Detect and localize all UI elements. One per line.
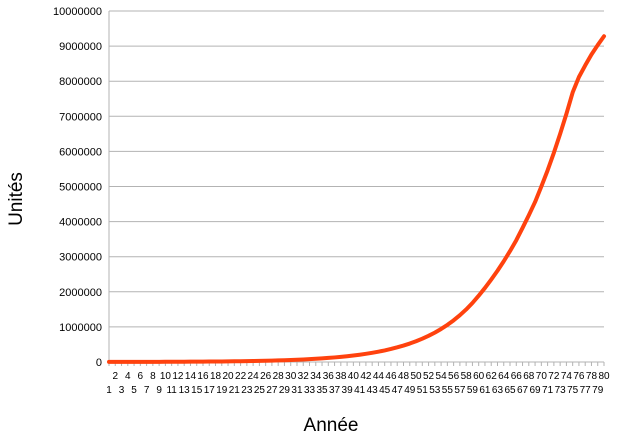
x-tick-label: 31 bbox=[291, 385, 303, 396]
x-tick-label: 17 bbox=[204, 385, 216, 396]
x-tick-label: 42 bbox=[360, 371, 372, 382]
y-tick-label: 10000000 bbox=[53, 6, 102, 18]
x-tick-label: 64 bbox=[498, 371, 510, 382]
x-tick-label: 40 bbox=[348, 371, 360, 382]
x-tick-label: 39 bbox=[342, 385, 354, 396]
x-tick-label: 71 bbox=[542, 385, 554, 396]
x-tick-label: 41 bbox=[354, 385, 366, 396]
x-tick-label: 78 bbox=[586, 371, 598, 382]
x-tick-label: 6 bbox=[138, 371, 144, 382]
x-tick-label: 4 bbox=[125, 371, 131, 382]
x-tick-label: 5 bbox=[131, 385, 137, 396]
x-tick-label: 44 bbox=[373, 371, 385, 382]
x-tick-label: 75 bbox=[567, 385, 579, 396]
x-tick-label: 67 bbox=[517, 385, 529, 396]
x-tick-label: 66 bbox=[511, 371, 523, 382]
x-tick-label: 79 bbox=[592, 385, 604, 396]
x-tick-label: 2 bbox=[112, 371, 118, 382]
x-tick-label: 16 bbox=[197, 371, 209, 382]
x-tick-label: 50 bbox=[410, 371, 422, 382]
x-tick-label: 54 bbox=[436, 371, 448, 382]
x-tick-label: 37 bbox=[329, 385, 341, 396]
x-tick-label: 25 bbox=[254, 385, 266, 396]
x-tick-label: 58 bbox=[461, 371, 473, 382]
x-tick-label: 30 bbox=[285, 371, 297, 382]
x-tick-label: 12 bbox=[172, 371, 184, 382]
x-tick-label: 9 bbox=[156, 385, 162, 396]
x-tick-label: 11 bbox=[166, 385, 177, 396]
x-tick-label: 62 bbox=[486, 371, 498, 382]
x-tick-label: 13 bbox=[179, 385, 191, 396]
series-line bbox=[107, 34, 606, 364]
x-tick-label: 73 bbox=[555, 385, 567, 396]
x-tick-label: 43 bbox=[367, 385, 379, 396]
x-tick-label: 56 bbox=[448, 371, 460, 382]
x-tick-label: 38 bbox=[335, 371, 347, 382]
x-tick-label: 47 bbox=[392, 385, 404, 396]
y-tick-label: 3000000 bbox=[59, 252, 102, 264]
x-tick-label: 24 bbox=[248, 371, 260, 382]
x-tick-label: 60 bbox=[473, 371, 485, 382]
x-tick-label: 15 bbox=[191, 385, 203, 396]
y-tick-label: 6000000 bbox=[59, 146, 102, 158]
y-tick-label: 4000000 bbox=[59, 217, 102, 229]
x-tick-labels: 1234567891011121314151617181920212223242… bbox=[106, 371, 610, 396]
x-tick-label: 51 bbox=[417, 385, 429, 396]
x-tick-label: 28 bbox=[273, 371, 285, 382]
x-tick-label: 22 bbox=[235, 371, 247, 382]
x-tick-label: 77 bbox=[580, 385, 592, 396]
x-tick-label: 29 bbox=[279, 385, 291, 396]
x-tick-label: 57 bbox=[454, 385, 466, 396]
y-tick-label: 0 bbox=[96, 357, 102, 369]
y-tick-label: 2000000 bbox=[59, 287, 102, 299]
x-tick-label: 20 bbox=[222, 371, 234, 382]
x-tick-label: 1 bbox=[106, 385, 112, 396]
x-tick-label: 49 bbox=[404, 385, 416, 396]
x-tick-label: 63 bbox=[492, 385, 504, 396]
x-tick-label: 48 bbox=[398, 371, 410, 382]
x-tick-label: 65 bbox=[504, 385, 516, 396]
x-tick-label: 10 bbox=[160, 371, 172, 382]
x-tick-label: 74 bbox=[561, 371, 573, 382]
x-axis-title: Année bbox=[304, 415, 359, 436]
gridlines bbox=[108, 10, 605, 366]
x-tick-label: 23 bbox=[241, 385, 253, 396]
y-axis-title: Unités bbox=[6, 172, 27, 226]
x-tick-label: 27 bbox=[266, 385, 278, 396]
series-group bbox=[107, 34, 606, 364]
x-tick-label: 59 bbox=[467, 385, 479, 396]
x-tick-label: 61 bbox=[479, 385, 491, 396]
x-tick-label: 33 bbox=[304, 385, 316, 396]
x-tick-label: 69 bbox=[530, 385, 542, 396]
x-tick-label: 68 bbox=[523, 371, 535, 382]
x-tick-label: 35 bbox=[316, 385, 328, 396]
y-tick-label: 5000000 bbox=[59, 182, 102, 194]
x-tick-label: 52 bbox=[423, 371, 435, 382]
x-tick-label: 34 bbox=[310, 371, 322, 382]
y-tick-label: 9000000 bbox=[59, 41, 102, 53]
x-tick-label: 19 bbox=[216, 385, 228, 396]
x-tick-label: 21 bbox=[229, 385, 241, 396]
x-tick-label: 72 bbox=[548, 371, 560, 382]
x-tick-label: 26 bbox=[260, 371, 272, 382]
x-tick-label: 14 bbox=[185, 371, 197, 382]
y-tick-labels: 0 1000000 2000000 3000000 4000000 5000000 6000… bbox=[53, 6, 102, 369]
x-tick-label: 18 bbox=[210, 371, 222, 382]
x-tick-label: 32 bbox=[298, 371, 310, 382]
x-tick-label: 76 bbox=[573, 371, 585, 382]
x-tick-label: 70 bbox=[536, 371, 548, 382]
x-tick-label: 80 bbox=[598, 371, 610, 382]
x-tick-label: 53 bbox=[429, 385, 441, 396]
x-tick-label: 45 bbox=[379, 385, 391, 396]
x-tick-label: 55 bbox=[442, 385, 454, 396]
y-tick-label: 1000000 bbox=[59, 322, 102, 334]
x-tick-label: 3 bbox=[119, 385, 125, 396]
x-tick-label: 8 bbox=[150, 371, 156, 382]
y-tick-label: 8000000 bbox=[59, 76, 102, 88]
x-tick-label: 7 bbox=[144, 385, 150, 396]
x-tick-label: 36 bbox=[323, 371, 335, 382]
x-tick-label: 46 bbox=[385, 371, 397, 382]
y-tick-label: 7000000 bbox=[59, 111, 102, 123]
